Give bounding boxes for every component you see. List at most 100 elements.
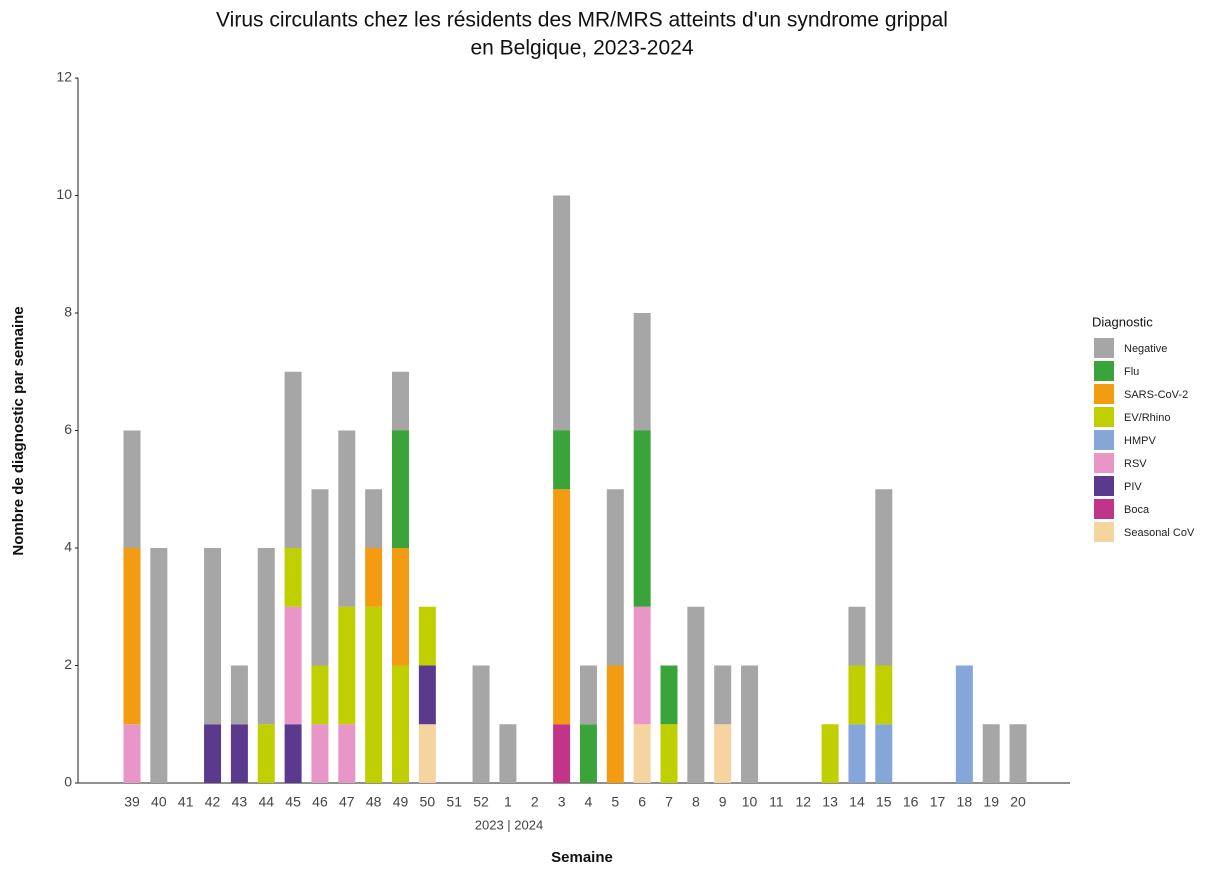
- bar-segment: [338, 430, 356, 607]
- legend-title: Diagnostic: [1092, 314, 1153, 329]
- x-tick-label: 19: [983, 794, 999, 810]
- bar-segment: [365, 606, 383, 783]
- bar-segment: [606, 489, 624, 666]
- legend-label: RSV: [1124, 458, 1147, 470]
- x-tick-label: 41: [178, 794, 194, 810]
- x-tick-label: 49: [393, 794, 409, 810]
- legend-swatch: [1094, 499, 1114, 519]
- bar-segment: [553, 430, 571, 490]
- bar-segment: [392, 665, 409, 783]
- bar-segment: [579, 724, 597, 783]
- bar-segment: [633, 430, 651, 607]
- bar-segment: [579, 665, 597, 725]
- bar-segment: [633, 313, 651, 431]
- bar-segment: [714, 665, 732, 725]
- y-tick-label: 6: [64, 421, 72, 437]
- bar-segment: [338, 724, 356, 783]
- legend-swatch: [1094, 361, 1114, 381]
- bar-segment: [123, 430, 141, 548]
- annotation: 2023 | 2024: [475, 817, 543, 832]
- x-tick-label: 39: [124, 794, 140, 810]
- bar-segment: [1009, 724, 1027, 783]
- bar-segment: [311, 489, 329, 666]
- x-tick-label: 44: [258, 794, 274, 810]
- bar-segment: [875, 724, 893, 783]
- x-tick-label: 42: [205, 794, 221, 810]
- y-tick-label: 0: [64, 774, 72, 790]
- bar-segment: [875, 489, 893, 666]
- y-tick-label: 2: [64, 656, 72, 672]
- legend-swatch: [1094, 522, 1114, 542]
- bar-segment: [230, 724, 248, 783]
- bar-segment: [472, 665, 490, 783]
- y-axis-label: Nombre de diagnostic par semaine: [10, 306, 27, 555]
- bar-segment: [553, 195, 571, 431]
- x-tick-label: 48: [366, 794, 382, 810]
- bar-segment: [150, 548, 168, 783]
- y-tick-label: 12: [56, 69, 72, 85]
- bar-segment: [284, 548, 302, 607]
- bar-segment: [606, 665, 624, 783]
- x-tick-label: 2: [531, 794, 539, 810]
- bar-segment: [687, 606, 705, 783]
- legend-label: SARS-CoV-2: [1124, 389, 1188, 401]
- bar-segment: [955, 665, 973, 783]
- x-tick-label: 18: [957, 794, 973, 810]
- bar-segment: [741, 665, 759, 783]
- legend-label: Negative: [1124, 343, 1167, 355]
- x-tick-label: 10: [742, 794, 758, 810]
- bar-segment: [821, 724, 839, 783]
- x-tick-label: 51: [446, 794, 462, 810]
- legend-swatch: [1094, 407, 1114, 427]
- x-tick-label: 9: [719, 794, 727, 810]
- bar-segment: [633, 606, 651, 725]
- x-tick-label: 14: [849, 794, 865, 810]
- x-tick-label: 11: [769, 794, 784, 810]
- bar-segment: [311, 724, 329, 783]
- bar-segment: [123, 548, 141, 725]
- bar-segment: [284, 371, 302, 548]
- bar-segment: [204, 548, 222, 725]
- x-tick-label: 52: [473, 794, 489, 810]
- legend-swatch: [1094, 476, 1114, 496]
- x-tick-label: 17: [930, 794, 946, 810]
- legend-label: Flu: [1124, 366, 1139, 378]
- x-tick-label: 6: [638, 794, 646, 810]
- x-tick-label: 16: [903, 794, 919, 810]
- legend-swatch: [1094, 453, 1114, 473]
- chart-title: Virus circulants chez les résidents des …: [216, 9, 948, 32]
- bar-segment: [257, 724, 275, 783]
- bar-segment: [553, 489, 571, 725]
- bar-segment: [418, 724, 436, 783]
- bar-segment: [660, 665, 678, 725]
- y-tick-label: 8: [64, 304, 72, 320]
- chart-title: en Belgique, 2023-2024: [470, 37, 693, 60]
- x-tick-label: 40: [151, 794, 167, 810]
- x-tick-label: 12: [795, 794, 811, 810]
- bar-segment: [848, 724, 866, 783]
- bar-segment: [392, 371, 409, 431]
- bar-segment: [284, 724, 302, 783]
- bar-segment: [257, 548, 275, 725]
- x-tick-label: 4: [585, 794, 593, 810]
- legend-swatch: [1094, 338, 1114, 358]
- legend-label: Seasonal CoV: [1124, 527, 1195, 539]
- x-axis-label: Semaine: [551, 849, 613, 866]
- legend-label: PIV: [1124, 481, 1142, 493]
- bar-segment: [714, 724, 732, 783]
- bar-segment: [392, 430, 409, 548]
- x-tick-label: 15: [876, 794, 892, 810]
- bar-segment: [982, 724, 1000, 783]
- bar-segment: [418, 606, 436, 666]
- bar-segment: [365, 489, 383, 548]
- x-tick-label: 5: [611, 794, 619, 810]
- x-tick-label: 3: [558, 794, 566, 810]
- x-tick-label: 7: [665, 794, 673, 810]
- bar-segment: [311, 665, 329, 725]
- bar-segment: [418, 665, 436, 725]
- bar-segment: [553, 724, 571, 783]
- bar-segment: [365, 548, 383, 607]
- legend-swatch: [1094, 384, 1114, 404]
- legend-label: Boca: [1124, 504, 1150, 516]
